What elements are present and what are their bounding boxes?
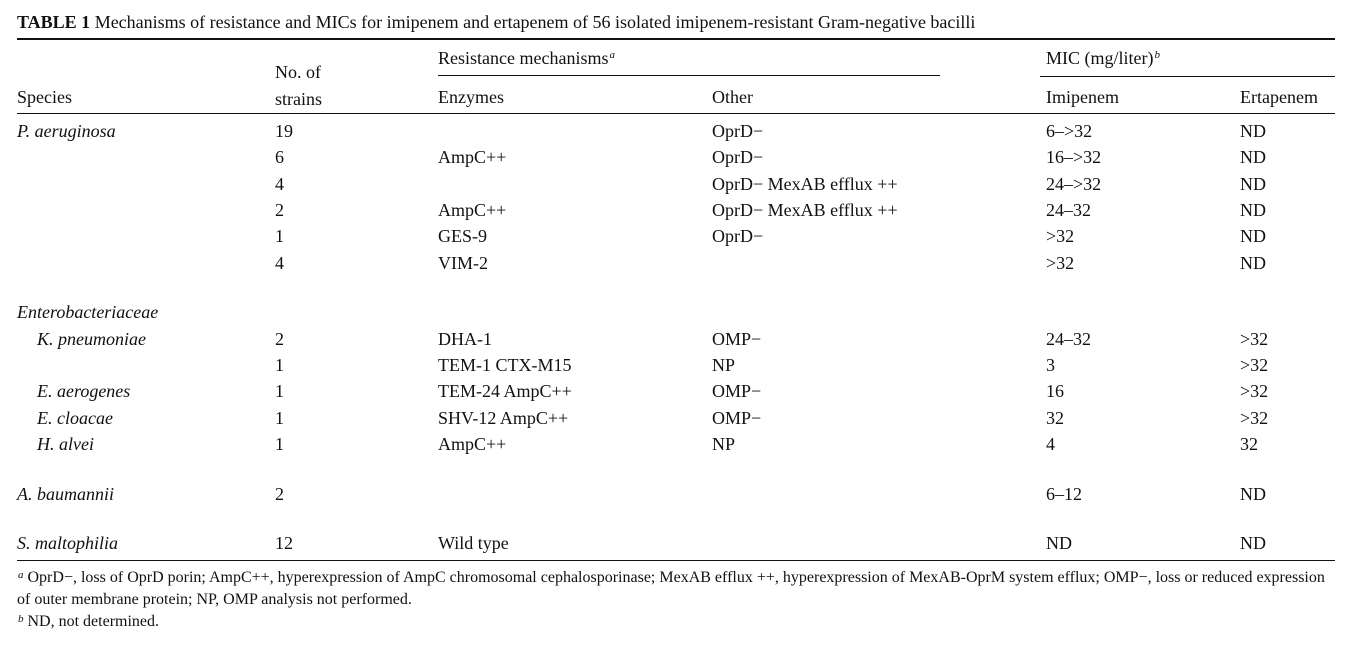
enzymes-cell: GES-9 (438, 226, 487, 247)
imipenem-cell: 6–>32 (1046, 121, 1093, 141)
ertapenem-cell: ND (1240, 199, 1266, 220)
other-cell: OMP− (712, 407, 762, 428)
ertapenem-cell: ND (1240, 483, 1266, 504)
column-header: Imipenem (1046, 87, 1119, 107)
imipenem-cell: 3 (1046, 354, 1055, 375)
ertapenem-cell: >32 (1240, 407, 1269, 428)
group-header: MIC (mg/liter)b (1046, 47, 1160, 69)
footnote-mark: b (18, 613, 24, 625)
other-cell: OprD− (712, 147, 764, 168)
ertapenem-cell: ND (1240, 226, 1266, 247)
enzymes-cell: DHA-1 (438, 328, 492, 349)
species-cell: P. aeruginosa (17, 121, 116, 141)
strains-cell: 4 (275, 252, 284, 273)
strains-cell: 4 (275, 173, 284, 194)
ertapenem-cell: >32 (1240, 381, 1269, 402)
group-header-text: MIC (mg/liter) (1046, 48, 1154, 68)
column-header: No. of strains (275, 62, 322, 109)
strains-cell: 1 (275, 381, 284, 402)
imipenem-cell: 4 (1046, 433, 1055, 454)
group-header-text: Resistance mechanisms (438, 48, 609, 68)
species-cell: E. cloacae (37, 407, 113, 428)
other-cell: NP (712, 354, 736, 375)
imipenem-cell: 6–12 (1046, 483, 1082, 504)
ertapenem-cell: ND (1240, 173, 1266, 194)
footnote: b ND, not determined. (17, 611, 1337, 633)
species-cell: A. baumannii (17, 483, 114, 504)
enzymes-cell: VIM-2 (438, 252, 488, 273)
other-cell: OMP− (712, 328, 762, 349)
strains-cell: 1 (275, 226, 284, 247)
species-cell: H. alvei (37, 433, 94, 454)
enzymes-cell: AmpC++ (438, 147, 507, 168)
species-cell: E. aerogenes (37, 381, 131, 402)
ertapenem-cell: ND (1240, 121, 1266, 141)
title-text: Mechanisms of resistance and MICs for im… (94, 12, 976, 32)
header-rule (17, 113, 1335, 114)
enzymes-cell: TEM-1 CTX-M15 (438, 354, 572, 375)
imipenem-cell: 24–>32 (1046, 173, 1102, 194)
imipenem-cell: ND (1046, 533, 1072, 554)
top-rule (17, 38, 1335, 40)
enzymes-cell: AmpC++ (438, 433, 507, 454)
footnote-text: OprD−, loss of OprD porin; AmpC++, hyper… (17, 569, 1325, 608)
enzymes-cell: TEM-24 AmpC++ (438, 381, 572, 402)
strains-cell: 6 (275, 147, 284, 168)
title-label: TABLE 1 (17, 12, 91, 32)
footnote-ref: b (1154, 49, 1160, 61)
other-cell: OprD− MexAB efflux ++ (712, 173, 898, 194)
ertapenem-cell: ND (1240, 252, 1266, 273)
other-cell: OMP− (712, 381, 762, 402)
ertapenem-cell: >32 (1240, 328, 1269, 349)
bottom-rule (17, 560, 1335, 561)
strains-cell: 1 (275, 407, 284, 428)
group-rule (438, 75, 940, 76)
table-title: TABLE 1 Mechanisms of resistance and MIC… (17, 11, 975, 33)
enzymes-cell: AmpC++ (438, 199, 507, 220)
species-cell: K. pneumoniae (37, 328, 146, 349)
group-header: Resistance mechanismsa (438, 47, 615, 69)
other-cell: OprD− MexAB efflux ++ (712, 199, 898, 220)
group-name: Enterobacteriaceae (17, 302, 159, 323)
imipenem-cell: 24–32 (1046, 199, 1091, 220)
strains-cell: 2 (275, 328, 284, 349)
column-header: Enzymes (438, 87, 504, 107)
column-header: Ertapenem (1240, 87, 1318, 107)
ertapenem-cell: 32 (1240, 433, 1258, 454)
column-header: Species (17, 87, 72, 107)
group-rule (1040, 76, 1335, 77)
imipenem-cell: 32 (1046, 407, 1064, 428)
ertapenem-cell: ND (1240, 147, 1266, 168)
strains-cell: 2 (275, 483, 284, 504)
footnote-text: ND, not determined. (27, 613, 160, 630)
other-cell: NP (712, 433, 736, 454)
enzymes-cell: SHV-12 AmpC++ (438, 407, 569, 428)
species-cell: S. maltophilia (17, 533, 119, 554)
other-cell: OprD− (712, 121, 764, 141)
footnote-mark: a (18, 569, 24, 581)
footnote-ref: a (609, 49, 615, 61)
other-cell: OprD− (712, 226, 764, 247)
imipenem-cell: >32 (1046, 226, 1075, 247)
strains-cell: 12 (275, 533, 293, 554)
ertapenem-cell: ND (1240, 533, 1266, 554)
footnote: a OprD−, loss of OprD porin; AmpC++, hyp… (17, 567, 1337, 611)
imipenem-cell: 24–32 (1046, 328, 1091, 349)
enzymes-cell: Wild type (438, 533, 509, 554)
column-header: Other (712, 87, 753, 107)
imipenem-cell: 16 (1046, 381, 1064, 402)
imipenem-cell: 16–>32 (1046, 147, 1102, 168)
ertapenem-cell: >32 (1240, 354, 1269, 375)
strains-cell: 1 (275, 354, 284, 375)
strains-cell: 1 (275, 433, 284, 454)
strains-cell: 19 (275, 121, 293, 141)
strains-cell: 2 (275, 199, 284, 220)
imipenem-cell: >32 (1046, 252, 1075, 273)
